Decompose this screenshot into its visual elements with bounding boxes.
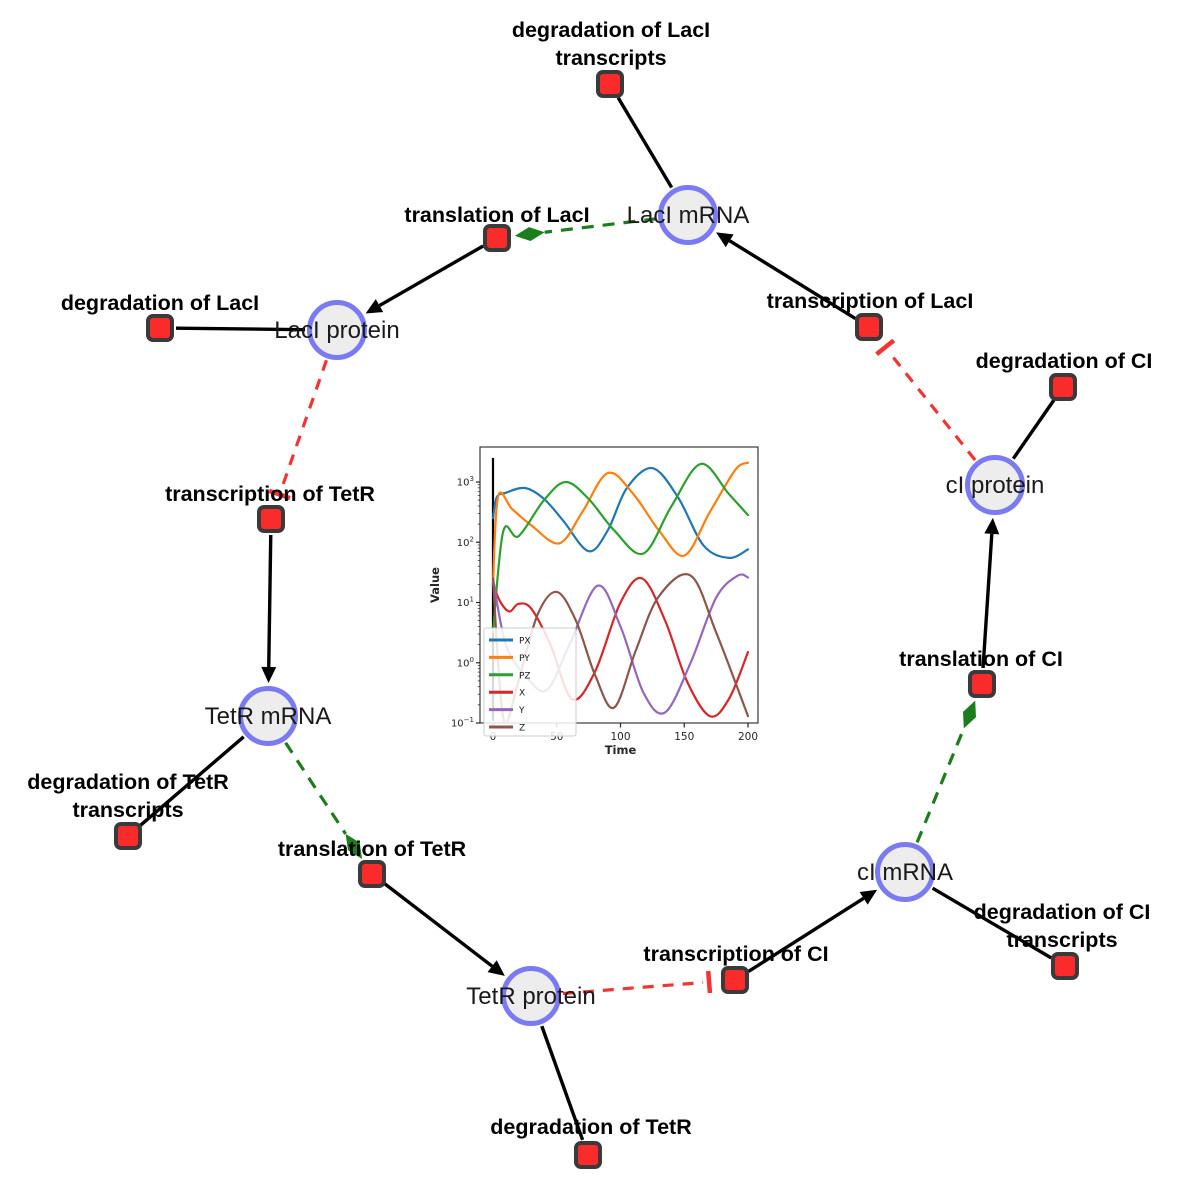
reaction-label-deg_laci_tx-line2: transcripts [555, 46, 666, 70]
edge-inhibition-tetr_protein-to-tx_ci [562, 980, 704, 996]
species-node-ci_mrna [875, 842, 935, 902]
inhibition-tbar-icon [705, 970, 713, 994]
edge-plain-deg_laci_tx-to-laci_mrna [616, 96, 674, 189]
reaction-label-tl_laci-line1: translation of LacI [404, 203, 589, 227]
reaction-node-tx_ci [721, 966, 749, 994]
reaction-node-tl_ci [968, 670, 996, 698]
series-curve-PX [491, 466, 750, 560]
reaction-node-deg_laci_tx [596, 70, 624, 98]
activation-arrowhead-icon [963, 700, 976, 729]
legend-label-Y: Y [518, 706, 525, 716]
arrowhead-icon [859, 889, 878, 905]
arrowhead-icon [365, 299, 384, 314]
reaction-node-tl_laci [483, 224, 511, 252]
species-node-tetr_mrna [238, 686, 298, 746]
series-curve-Z [491, 573, 750, 722]
species-node-tetr_protein [501, 966, 561, 1026]
edge-activation-tetr_mrna-to-tl_tetr [284, 741, 347, 835]
reaction-label-deg_tetr-line1: degradation of TetR [490, 1115, 692, 1139]
species-label-ci_protein: cI protein [946, 472, 1045, 499]
inhibition-tbar-icon [268, 488, 291, 501]
species-label-laci_mrna: LacI mRNA [627, 202, 750, 229]
reaction-label-tx_laci-line1: transcription of LacI [767, 289, 974, 313]
edge-arrow-tl_tetr-to-tetr_protein [383, 882, 494, 968]
edge-activation-laci_mrna-to-tl_laci [544, 217, 657, 234]
reaction-node-tl_tetr [358, 860, 386, 888]
legend-label-PX: PX [519, 637, 531, 647]
species-node-ci_protein [965, 455, 1025, 515]
legend-label-X: X [519, 689, 525, 699]
reaction-label-tl_tetr-line1: translation of TetR [278, 837, 467, 861]
edge-arrow-tl_laci-to-laci_protein [378, 244, 484, 308]
edge-arrow-tl_ci-to-ci_protein [981, 533, 994, 669]
x-tick-label: 0 [490, 731, 497, 743]
edge-plain-ci_protein-to-deg_ci [1011, 399, 1056, 460]
x-tick-label: 150 [674, 731, 694, 743]
reaction-node-deg_ci_tx [1051, 952, 1079, 980]
edge-arrow-tx_tetr-to-tetr_mrna [267, 534, 273, 668]
species-label-tetr_protein: TetR protein [466, 983, 595, 1010]
edge-plain-tetr_mrna-to-deg_tetr_tx [139, 735, 245, 827]
edge-activation-ci_mrna-to-tl_ci [915, 727, 966, 843]
series-curve-X [491, 576, 750, 718]
reaction-label-deg_laci-line1: degradation of LacI [61, 291, 259, 315]
inhibition-tbar-icon [875, 338, 896, 356]
reaction-node-deg_tetr_tx [114, 822, 142, 850]
y-tick-label: 10−1 [451, 716, 474, 730]
edge-arrow-tx_ci-to-ci_mrna [747, 896, 865, 973]
y-tick-label: 101 [457, 596, 474, 610]
arrowhead-icon [984, 517, 1000, 535]
reaction-node-tx_tetr [257, 505, 285, 533]
reaction-label-deg_ci_tx-line1: degradation of CI [974, 900, 1151, 924]
species-label-ci_mrna: cI mRNA [857, 859, 953, 886]
reaction-label-deg_ci-line1: degradation of CI [976, 349, 1153, 373]
reaction-label-deg_laci_tx-line1: degradation of LacI [512, 18, 710, 42]
species-node-laci_protein [307, 300, 367, 360]
reaction-label-tx_tetr-line1: transcription of TetR [165, 482, 375, 506]
reaction-label-tl_ci-line1: translation of CI [899, 647, 1063, 671]
x-tick-label: 200 [738, 731, 758, 743]
reaction-label-deg_ci_tx-line2: transcripts [1006, 928, 1117, 952]
y-tick-label: 103 [457, 475, 474, 489]
x-tick-label: 100 [610, 731, 630, 743]
edge-inhibition-laci_protein-to-tx_tetr [280, 359, 328, 490]
edge-inhibition-ci_protein-to-tx_laci [887, 351, 977, 461]
y-tick-label: 102 [457, 535, 474, 549]
activation-arrowhead-icon [514, 227, 545, 242]
reaction-node-deg_laci [146, 314, 174, 342]
reaction-node-deg_ci [1049, 373, 1077, 401]
arrowhead-icon [261, 666, 277, 684]
legend-label-PZ: PZ [519, 671, 531, 681]
species-node-laci_mrna [658, 185, 718, 245]
reaction-label-deg_tetr_tx-line1: degradation of TetR [27, 770, 229, 794]
reaction-node-deg_tetr [574, 1141, 602, 1169]
series-curve-PY [491, 461, 750, 586]
reaction-node-tx_laci [855, 313, 883, 341]
x-axis-title: Time [605, 743, 637, 757]
reaction-label-deg_tetr_tx-line2: transcripts [72, 798, 183, 822]
legend-label-PY: PY [519, 654, 530, 664]
edge-plain-tetr_protein-to-deg_tetr [540, 1025, 585, 1141]
edge-plain-ci_mrna-to-deg_ci_tx [931, 886, 1053, 960]
y-tick-label: 100 [457, 656, 474, 670]
species-label-tetr_mrna: TetR mRNA [205, 703, 332, 730]
species-label-laci_protein: LacI protein [274, 317, 399, 344]
edge-plain-laci_protein-to-deg_laci [175, 326, 306, 332]
activation-arrowhead-icon [345, 833, 363, 859]
y-axis-title: Value [428, 567, 442, 603]
series-curve-PZ [491, 462, 750, 634]
reaction-label-tx_ci-line1: transcription of CI [643, 942, 828, 966]
legend-label-Z: Z [519, 724, 525, 734]
arrowhead-icon [716, 232, 734, 248]
arrowhead-icon [487, 960, 505, 976]
edge-arrow-tx_laci-to-laci_mrna [728, 239, 857, 321]
